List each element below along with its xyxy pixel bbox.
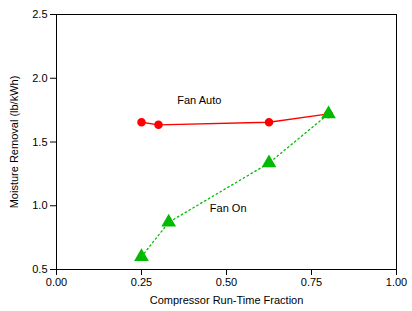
svg-text:0.25: 0.25	[131, 276, 152, 288]
svg-text:2.5: 2.5	[32, 8, 47, 20]
svg-text:1.0: 1.0	[32, 199, 47, 211]
svg-text:2.0: 2.0	[32, 72, 47, 84]
svg-text:0.75: 0.75	[301, 276, 322, 288]
svg-text:Moisture Removal (lb/kWh): Moisture Removal (lb/kWh)	[8, 76, 20, 209]
svg-text:Compressor Run-Time Fraction: Compressor Run-Time Fraction	[150, 294, 304, 306]
svg-text:0.00: 0.00	[46, 276, 67, 288]
svg-text:1.5: 1.5	[32, 136, 47, 148]
svg-text:Fan Auto: Fan Auto	[177, 94, 221, 106]
svg-text:Fan On: Fan On	[210, 202, 247, 214]
svg-text:0.5: 0.5	[32, 263, 47, 275]
svg-text:0.50: 0.50	[216, 276, 237, 288]
svg-text:1.00: 1.00	[386, 276, 407, 288]
